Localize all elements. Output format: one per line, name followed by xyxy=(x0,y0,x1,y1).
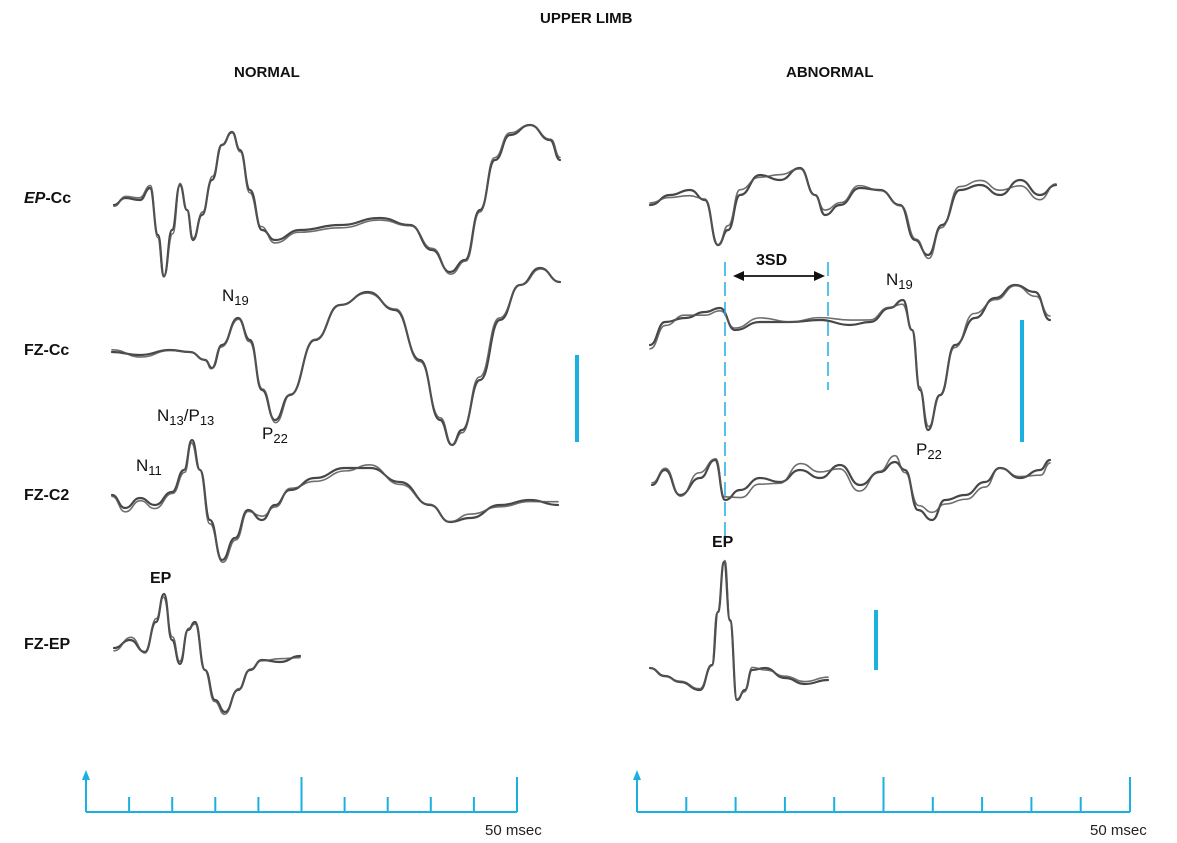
peak-label-p22-normal: P22 xyxy=(262,424,288,446)
time-axis-label-normal: 50 msec xyxy=(485,822,542,839)
trace-abnormal-fz-cc-b xyxy=(650,286,1050,427)
time-axis-label-abnormal: 50 msec xyxy=(1090,822,1147,839)
trace-abnormal-fz-c2-a xyxy=(652,460,1050,520)
peak-label-p22-abnormal: P22 xyxy=(916,440,942,462)
trace-abnormal-fz-ep-b xyxy=(650,561,828,700)
time-axis-abnormal-arrow-head xyxy=(633,770,641,780)
trace-abnormal-ep-cc-a xyxy=(650,168,1056,255)
peak-label-n13-p13: N13/P13 xyxy=(157,406,214,428)
annotation-3sd: 3SD xyxy=(756,252,787,270)
trace-abnormal-fz-cc-a xyxy=(650,285,1050,430)
arrow-3sd-head-right xyxy=(814,271,825,281)
trace-normal-fz-c2-a xyxy=(112,440,558,560)
trace-normal-ep-cc-a xyxy=(114,125,560,276)
trace-abnormal-fz-c2-b xyxy=(652,456,1050,513)
trace-normal-fz-c2-b xyxy=(112,443,558,562)
peak-label-ep-abnormal: EP xyxy=(712,534,733,552)
peak-label-n19-normal: N19 xyxy=(222,286,249,308)
peak-label-ep-normal: EP xyxy=(150,570,171,588)
trace-normal-fz-ep-a xyxy=(114,594,300,712)
peak-label-n19-abnormal: N19 xyxy=(886,270,913,292)
trace-normal-ep-cc-b xyxy=(114,125,560,277)
peak-label-n11: N11 xyxy=(136,456,162,478)
arrow-3sd-head-left xyxy=(733,271,744,281)
trace-normal-fz-ep-b xyxy=(114,597,300,714)
trace-abnormal-ep-cc-b xyxy=(650,169,1056,259)
time-axis-normal-arrow-head xyxy=(82,770,90,780)
trace-abnormal-fz-ep-a xyxy=(650,562,828,700)
